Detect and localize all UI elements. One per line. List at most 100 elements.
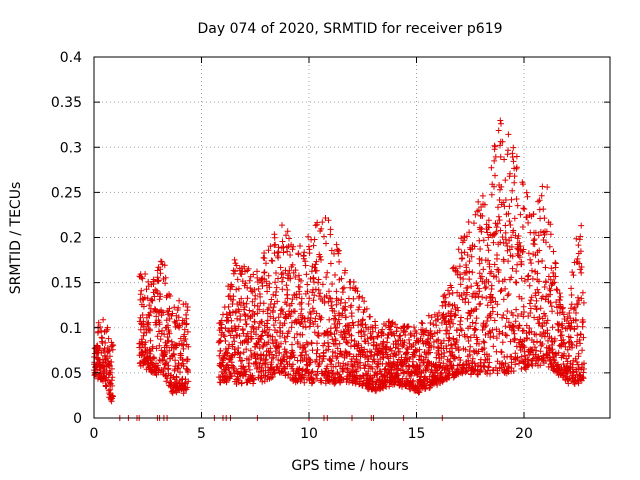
data-point [347,369,354,376]
data-point [259,318,265,325]
data-point [432,376,439,383]
data-point [314,375,321,382]
data-point [569,269,576,276]
data-point [566,352,572,359]
data-point [167,293,174,299]
data-point [399,343,406,350]
data-point [311,236,318,243]
data-point [491,142,498,149]
data-point [289,261,296,268]
data-point [279,309,286,315]
data-point [335,250,342,257]
data-point [531,314,538,321]
data-point [302,324,309,331]
data-point [101,346,108,353]
data-point [517,211,524,218]
data-point [289,349,296,356]
data-point [504,292,511,299]
data-point [146,350,153,357]
data-point [575,350,582,357]
data-point [249,298,256,305]
data-point [231,338,238,345]
data-point [296,284,303,290]
data-point [411,324,417,331]
data-point [314,219,321,226]
data-point [313,310,320,317]
data-point [310,378,317,384]
data-point [109,382,116,389]
data-point [239,357,246,364]
data-point [460,276,467,282]
data-point [170,351,177,358]
data-point [342,303,349,310]
data-point [229,309,236,315]
data-point [472,294,479,301]
data-point [296,291,303,298]
data-point [318,256,324,263]
data-point [139,312,146,318]
data-point [502,331,509,338]
data-point [499,138,506,145]
data-point [463,264,470,271]
data-point [455,307,462,314]
data-point [564,346,571,353]
data-point [387,323,394,330]
data-point [529,267,535,274]
data-point [278,361,285,367]
data-point [509,265,516,272]
data-point [445,287,451,294]
data-point [341,284,347,291]
data-point [245,265,252,272]
data-point [161,365,168,371]
data-point [325,343,332,350]
data-point [264,310,271,317]
data-point [427,349,433,356]
data-point [147,327,153,334]
data-point [502,229,509,236]
data-point [530,211,537,218]
data-point [277,264,284,271]
data-point [518,261,525,268]
data-point [433,337,440,344]
data-point [391,332,398,339]
data-point [499,339,506,346]
data-point [247,347,254,354]
data-point [270,304,277,311]
data-point [527,305,534,312]
data-point [509,253,516,260]
data-point [175,365,181,372]
data-point [494,311,501,318]
data-point [464,252,471,258]
data-point [472,320,479,327]
data-point [246,307,253,314]
data-point [515,233,522,239]
data-point [325,339,331,346]
data-point [279,222,285,229]
data-point [336,258,343,265]
data-point [151,293,158,300]
data-point [474,336,481,343]
y-tick-label: 0.2 [60,231,82,247]
data-point [447,324,454,330]
data-point [97,324,104,330]
data-point [392,338,399,345]
data-point [255,324,262,331]
data-point [408,332,414,338]
data-point [323,292,330,299]
data-point [504,308,511,315]
data-point [173,373,180,380]
data-point [465,357,472,364]
data-point [476,270,483,277]
data-point [292,267,299,274]
data-point [279,286,286,293]
data-point [579,289,586,296]
data-point [506,203,513,210]
data-point [233,286,240,293]
data-point [531,241,538,248]
data-point [500,312,507,318]
data-point [464,233,470,240]
data-point [406,356,413,362]
data-point [166,330,173,337]
data-point [513,268,520,275]
data-point [487,291,494,298]
